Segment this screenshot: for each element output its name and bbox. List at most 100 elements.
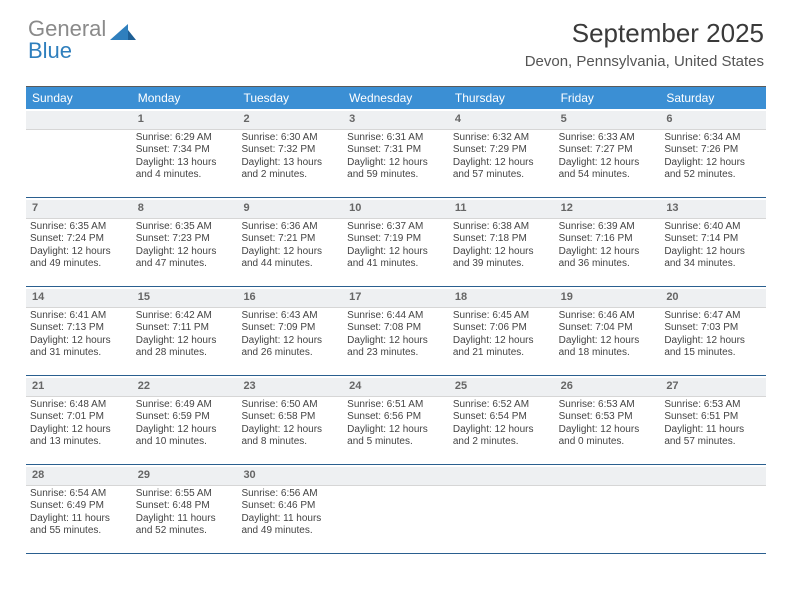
- day-cell: [26, 109, 132, 197]
- day-cell: 13Sunrise: 6:40 AMSunset: 7:14 PMDayligh…: [660, 198, 766, 286]
- day-number: 17: [343, 289, 449, 308]
- dow-label: Tuesday: [237, 87, 343, 109]
- sunrise-text: Sunrise: 6:35 AM: [30, 221, 128, 234]
- day-number: [343, 467, 449, 486]
- day-number: 21: [26, 378, 132, 397]
- dow-label: Monday: [132, 87, 238, 109]
- daylight-text: Daylight: 12 hours and 34 minutes.: [664, 246, 762, 271]
- daylight-text: Daylight: 12 hours and 52 minutes.: [664, 157, 762, 182]
- location-text: Devon, Pennsylvania, United States: [525, 53, 764, 70]
- sunset-text: Sunset: 6:48 PM: [136, 500, 234, 513]
- sunset-text: Sunset: 7:13 PM: [30, 322, 128, 335]
- day-number: 12: [555, 200, 661, 219]
- daylight-text: Daylight: 12 hours and 31 minutes.: [30, 335, 128, 360]
- sunset-text: Sunset: 7:24 PM: [30, 233, 128, 246]
- sunset-text: Sunset: 6:54 PM: [453, 411, 551, 424]
- sunrise-text: Sunrise: 6:34 AM: [664, 132, 762, 145]
- sunrise-text: Sunrise: 6:55 AM: [136, 488, 234, 501]
- day-cell: 30Sunrise: 6:56 AMSunset: 6:46 PMDayligh…: [237, 465, 343, 553]
- day-number: 6: [660, 111, 766, 130]
- sunset-text: Sunset: 7:01 PM: [30, 411, 128, 424]
- day-number: [449, 467, 555, 486]
- day-number: 13: [660, 200, 766, 219]
- day-number: 9: [237, 200, 343, 219]
- day-cell: 1 Sunrise: 6:29 AMSunset: 7:34 PMDaylight…: [132, 109, 238, 197]
- daylight-text: Daylight: 12 hours and 2 minutes.: [453, 424, 551, 449]
- day-number: 28: [26, 467, 132, 486]
- sunset-text: Sunset: 7:34 PM: [136, 144, 234, 157]
- daylight-text: Daylight: 12 hours and 23 minutes.: [347, 335, 445, 360]
- calendar: SundayMondayTuesdayWednesdayThursdayFrid…: [26, 86, 766, 554]
- week-row: 1Sunrise: 6:29 AMSunset: 7:34 PMDaylight…: [26, 109, 766, 198]
- sunset-text: Sunset: 7:19 PM: [347, 233, 445, 246]
- sunset-text: Sunset: 7:14 PM: [664, 233, 762, 246]
- day-cell: 28Sunrise: 6:54 AMSunset: 6:49 PMDayligh…: [26, 465, 132, 553]
- day-number: 26: [555, 378, 661, 397]
- sunrise-text: Sunrise: 6:45 AM: [453, 310, 551, 323]
- day-number: 25: [449, 378, 555, 397]
- day-cell: 22Sunrise: 6:49 AMSunset: 6:59 PMDayligh…: [132, 376, 238, 464]
- day-cell: 21Sunrise: 6:48 AMSunset: 7:01 PMDayligh…: [26, 376, 132, 464]
- daylight-text: Daylight: 13 hours and 2 minutes.: [241, 157, 339, 182]
- day-cell: 3Sunrise: 6:31 AMSunset: 7:31 PMDaylight…: [343, 109, 449, 197]
- header: General Blue September 2025 Devon, Penns…: [0, 0, 792, 78]
- daylight-text: Daylight: 12 hours and 5 minutes.: [347, 424, 445, 449]
- day-number: 24: [343, 378, 449, 397]
- sunrise-text: Sunrise: 6:32 AM: [453, 132, 551, 145]
- day-cell: 12Sunrise: 6:39 AMSunset: 7:16 PMDayligh…: [555, 198, 661, 286]
- day-number: 10: [343, 200, 449, 219]
- sunrise-text: Sunrise: 6:54 AM: [30, 488, 128, 501]
- day-cell: [449, 465, 555, 553]
- daylight-text: Daylight: 11 hours and 55 minutes.: [30, 513, 128, 538]
- day-number: 14: [26, 289, 132, 308]
- dow-label: Thursday: [449, 87, 555, 109]
- day-number: 1: [132, 111, 238, 130]
- day-number: 2: [237, 111, 343, 130]
- day-cell: 7Sunrise: 6:35 AMSunset: 7:24 PMDaylight…: [26, 198, 132, 286]
- day-cell: 11Sunrise: 6:38 AMSunset: 7:18 PMDayligh…: [449, 198, 555, 286]
- sunset-text: Sunset: 6:59 PM: [136, 411, 234, 424]
- day-cell: 26Sunrise: 6:53 AMSunset: 6:53 PMDayligh…: [555, 376, 661, 464]
- dow-label: Sunday: [26, 87, 132, 109]
- daylight-text: Daylight: 12 hours and 13 minutes.: [30, 424, 128, 449]
- day-cell: 16Sunrise: 6:43 AMSunset: 7:09 PMDayligh…: [237, 287, 343, 375]
- sunset-text: Sunset: 7:32 PM: [241, 144, 339, 157]
- sunset-text: Sunset: 7:09 PM: [241, 322, 339, 335]
- day-number: 15: [132, 289, 238, 308]
- sunset-text: Sunset: 7:18 PM: [453, 233, 551, 246]
- daylight-text: Daylight: 12 hours and 0 minutes.: [559, 424, 657, 449]
- sunset-text: Sunset: 7:16 PM: [559, 233, 657, 246]
- title-block: September 2025 Devon, Pennsylvania, Unit…: [525, 18, 764, 70]
- daylight-text: Daylight: 12 hours and 8 minutes.: [241, 424, 339, 449]
- day-number: 22: [132, 378, 238, 397]
- day-cell: 4Sunrise: 6:32 AMSunset: 7:29 PMDaylight…: [449, 109, 555, 197]
- day-cell: 24Sunrise: 6:51 AMSunset: 6:56 PMDayligh…: [343, 376, 449, 464]
- logo: General Blue: [28, 18, 136, 62]
- day-cell: 19Sunrise: 6:46 AMSunset: 7:04 PMDayligh…: [555, 287, 661, 375]
- day-cell: 5Sunrise: 6:33 AMSunset: 7:27 PMDaylight…: [555, 109, 661, 197]
- daylight-text: Daylight: 12 hours and 47 minutes.: [136, 246, 234, 271]
- sunset-text: Sunset: 7:29 PM: [453, 144, 551, 157]
- daylight-text: Daylight: 12 hours and 26 minutes.: [241, 335, 339, 360]
- sunrise-text: Sunrise: 6:30 AM: [241, 132, 339, 145]
- daylight-text: Daylight: 11 hours and 49 minutes.: [241, 513, 339, 538]
- sunrise-text: Sunrise: 6:29 AM: [136, 132, 234, 145]
- day-cell: 14Sunrise: 6:41 AMSunset: 7:13 PMDayligh…: [26, 287, 132, 375]
- daylight-text: Daylight: 12 hours and 41 minutes.: [347, 246, 445, 271]
- sunrise-text: Sunrise: 6:56 AM: [241, 488, 339, 501]
- logo-text: General Blue: [28, 18, 106, 62]
- day-number: 30: [237, 467, 343, 486]
- day-number: [555, 467, 661, 486]
- sunrise-text: Sunrise: 6:49 AM: [136, 399, 234, 412]
- day-number: 11: [449, 200, 555, 219]
- sunrise-text: Sunrise: 6:31 AM: [347, 132, 445, 145]
- daylight-text: Daylight: 13 hours and 4 minutes.: [136, 157, 234, 182]
- sunset-text: Sunset: 6:58 PM: [241, 411, 339, 424]
- sunset-text: Sunset: 7:21 PM: [241, 233, 339, 246]
- sunset-text: Sunset: 7:23 PM: [136, 233, 234, 246]
- daylight-text: Daylight: 12 hours and 18 minutes.: [559, 335, 657, 360]
- daylight-text: Daylight: 12 hours and 39 minutes.: [453, 246, 551, 271]
- day-cell: 20Sunrise: 6:47 AMSunset: 7:03 PMDayligh…: [660, 287, 766, 375]
- sunrise-text: Sunrise: 6:51 AM: [347, 399, 445, 412]
- day-cell: [343, 465, 449, 553]
